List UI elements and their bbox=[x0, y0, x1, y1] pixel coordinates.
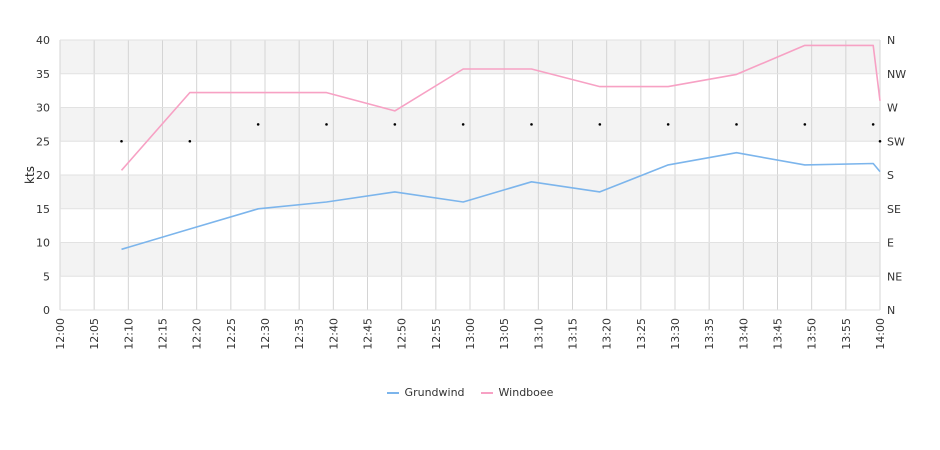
y2-tick-label: NE bbox=[887, 270, 902, 283]
y2-tick-label: N bbox=[887, 34, 895, 47]
y2-tick-label: NW bbox=[887, 68, 906, 81]
x-axis-ticks: 12:00 12:05 12:10 12:15 12:20 12:25 12:30 12:35… bbox=[54, 318, 887, 350]
y-axis-title: kts bbox=[23, 166, 37, 184]
legend-swatch bbox=[386, 391, 399, 394]
x-tick-label: 13:25 bbox=[635, 318, 648, 350]
y-tick-label: 15 bbox=[36, 203, 50, 216]
y-tick-label: 35 bbox=[36, 68, 50, 81]
series-line-windboee bbox=[120, 44, 881, 171]
legend-item-grundwind[interactable]: Grundwind bbox=[386, 386, 465, 399]
legend-item-windboee[interactable]: Windboee bbox=[480, 386, 554, 399]
direction-marker bbox=[120, 139, 123, 143]
direction-markers bbox=[120, 123, 882, 143]
y-tick-label: 25 bbox=[36, 135, 50, 148]
series-lines bbox=[120, 44, 881, 251]
direction-marker bbox=[393, 123, 397, 126]
x-tick-label: 12:20 bbox=[191, 318, 204, 350]
x-tick-label: 13:30 bbox=[669, 318, 682, 350]
y2-tick-label: SE bbox=[887, 203, 901, 216]
y2-tick-label: SW bbox=[887, 135, 905, 148]
x-tick-label: 12:45 bbox=[362, 318, 375, 350]
x-tick-label: 13:45 bbox=[772, 318, 785, 350]
direction-marker bbox=[735, 123, 738, 126]
legend-swatch bbox=[480, 391, 493, 394]
x-tick-label: 13:10 bbox=[532, 318, 545, 350]
direction-marker bbox=[461, 123, 465, 126]
x-tick-label: 12:40 bbox=[327, 318, 340, 350]
direction-marker bbox=[803, 123, 807, 126]
x-tick-label: 13:35 bbox=[703, 318, 716, 350]
y-tick-label: 20 bbox=[36, 169, 50, 182]
y-tick-label: 30 bbox=[36, 102, 50, 115]
x-tick-label: 13:50 bbox=[806, 318, 819, 350]
legend-label: Grundwind bbox=[404, 386, 465, 399]
series-line-grundwind bbox=[121, 151, 881, 251]
x-tick-label: 12:25 bbox=[225, 318, 238, 350]
direction-marker bbox=[530, 123, 533, 126]
y-axis-ticks: 0 5 10 15 20 25 30 35 40 bbox=[36, 34, 50, 317]
legend-label: Windboee bbox=[498, 386, 554, 399]
y2-tick-label: S bbox=[887, 169, 894, 182]
x-tick-label: 13:55 bbox=[840, 318, 853, 350]
y2-tick-label: E bbox=[887, 237, 894, 250]
direction-marker bbox=[878, 139, 882, 143]
x-tick-label: 13:15 bbox=[567, 318, 580, 350]
x-tick-label: 14:00 bbox=[874, 318, 887, 350]
direction-marker bbox=[325, 123, 328, 126]
y-tick-label: 0 bbox=[43, 304, 50, 317]
direction-marker bbox=[871, 123, 875, 126]
y-tick-label: 5 bbox=[43, 270, 50, 283]
direction-marker bbox=[666, 123, 670, 126]
y-tick-label: 40 bbox=[36, 34, 50, 47]
x-tick-label: 12:05 bbox=[88, 318, 101, 350]
x-tick-label: 12:55 bbox=[430, 318, 443, 350]
y2-tick-label: N bbox=[887, 304, 895, 317]
x-tick-label: 12:50 bbox=[396, 318, 409, 350]
x-tick-label: 13:05 bbox=[498, 318, 511, 350]
direction-marker bbox=[256, 123, 260, 126]
x-tick-label: 12:00 bbox=[54, 318, 67, 350]
y2-tick-label: W bbox=[887, 102, 898, 115]
x-tick-label: 12:35 bbox=[293, 318, 306, 350]
x-tick-label: 13:20 bbox=[601, 318, 614, 350]
x-tick-label: 13:40 bbox=[737, 318, 750, 350]
y2-axis-ticks: N NE E SE S SW W NW N bbox=[887, 34, 906, 317]
direction-marker bbox=[598, 123, 602, 126]
x-tick-label: 12:15 bbox=[157, 318, 170, 350]
horizontal-gridlines bbox=[60, 39, 880, 311]
chart-legend: Grundwind Windboee bbox=[0, 386, 940, 399]
x-tick-label: 12:10 bbox=[122, 318, 135, 350]
y-tick-label: 10 bbox=[36, 237, 50, 250]
x-tick-label: 13:00 bbox=[464, 318, 477, 350]
direction-marker bbox=[188, 139, 192, 143]
x-tick-label: 12:30 bbox=[259, 318, 272, 350]
